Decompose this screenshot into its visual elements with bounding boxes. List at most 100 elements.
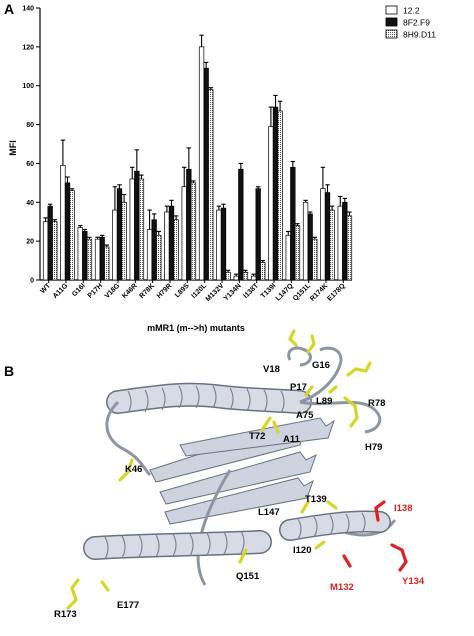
label-a75: A75 — [296, 410, 314, 421]
y-axis: 0 20 40 60 80 100 120 140 — [22, 6, 41, 285]
bar-8F2.F9-T139I — [272, 106, 279, 281]
x-tick-label: H79R — [156, 282, 174, 300]
beta-sheet — [149, 417, 335, 525]
label-a11: A11 — [283, 434, 301, 445]
x-tick-label: L89S — [174, 282, 191, 299]
bar-8F2.F9-P17H — [99, 236, 105, 281]
label-t72: T72 — [249, 431, 265, 442]
legend-swatch-8H9.D11 — [385, 29, 398, 39]
bar-12.2-T139I — [268, 126, 274, 281]
bar-chart: 0 20 40 60 80 100 120 140 WT A11G G16I P17H V18G K46… — [8, 6, 436, 334]
y-tick-label: 0 — [30, 278, 34, 285]
yellow-side-chains — [66, 329, 372, 610]
x-tick-label: R174K — [309, 282, 329, 302]
x-tick-label: Y134N — [223, 282, 243, 302]
bar-8H9.D11-I138T — [260, 262, 266, 281]
y-tick-label: 80 — [26, 122, 34, 129]
bar-8F2.F9-I120L — [203, 67, 209, 281]
bar-12.2-L89S — [181, 186, 187, 281]
bar-8F2.F9-L89S — [186, 168, 192, 281]
bar-8H9.D11-H79R — [173, 219, 179, 281]
label-y134: Y134 — [402, 576, 425, 587]
bar-12.2-G16I — [77, 227, 83, 281]
label-p17: P17 — [290, 382, 307, 393]
bar-8H9.D11-I120L — [208, 89, 214, 281]
bar-12.2-M132V — [216, 209, 222, 281]
x-tick-label: G16I — [71, 282, 87, 298]
x-axis-title: mMR1 (m-->h) mutants — [147, 323, 245, 333]
x-tick-label: V18G — [104, 282, 122, 300]
label-k46: K46 — [125, 464, 142, 475]
bar-8H9.D11-A11G — [69, 190, 75, 281]
legend-swatch-12.2 — [385, 5, 398, 15]
x-tick-label: E178Q — [326, 282, 347, 303]
bar-8H9.D11-WT — [52, 221, 58, 281]
bar-8F2.F9-Y134N — [238, 168, 244, 281]
bar-12.2-Q151L — [302, 201, 309, 281]
bar-8H9.D11-E178Q — [346, 215, 353, 281]
x-tick-label: WT — [39, 282, 52, 295]
residue-labels: V18 G16 P17 L89 R78 A75 T72 A11 H79 K46 … — [54, 360, 425, 620]
bar-8H9.D11-R78K — [156, 234, 162, 281]
y-axis-title: MFI — [8, 140, 18, 156]
bar-8H9.D11-Q151L — [312, 238, 318, 281]
helix-lower-left — [83, 530, 272, 560]
chart-legend: 12.2 8F2.F9 8H9.D11 — [385, 5, 436, 40]
label-e177: E177 — [117, 600, 139, 611]
y-tick-label: 140 — [22, 6, 34, 13]
bar-12.2-I120L — [198, 46, 205, 281]
label-r78: R78 — [368, 398, 385, 409]
bar-12.2-L147Q — [285, 234, 291, 281]
label-v18: V18 — [263, 364, 280, 375]
label-t139: T139 — [305, 494, 327, 505]
bar-8H9.D11-Y134N — [242, 271, 249, 281]
bar-8H9.D11-L89S — [190, 182, 197, 281]
bar-8F2.F9-K46R — [134, 170, 140, 281]
helix-lower-right — [279, 510, 391, 541]
bar-8F2.F9-L147Q — [290, 166, 296, 281]
bar-12.2-I138T — [250, 275, 257, 281]
legend-label-12.2: 12.2 — [403, 6, 420, 16]
helix-top — [106, 382, 312, 414]
bar-8F2.F9-A11G — [64, 182, 71, 281]
bar-12.2-E178Q — [337, 205, 343, 281]
bar-8F2.F9-Q151L — [307, 213, 313, 281]
label-l89: L89 — [316, 396, 332, 407]
bar-12.2-WT — [42, 221, 49, 281]
x-axis: WT A11G G16I P17H V18G K46R R78K H79R L89S I120LM… — [39, 279, 352, 303]
bar-8F2.F9-I138T — [255, 188, 261, 281]
x-tick-label: R78K — [138, 282, 156, 300]
bar-12.2-H79R — [164, 211, 170, 281]
bar-8F2.F9-M132V — [220, 207, 227, 281]
bar-8H9.D11-G16I — [86, 238, 93, 281]
bar-8F2.F9-WT — [47, 205, 53, 281]
bar-8F2.F9-G16I — [82, 231, 88, 281]
bar-12.2-R78K — [146, 229, 153, 281]
legend-label-8F2.F9: 8F2.F9 — [403, 18, 430, 28]
bar-8H9.D11-V18G — [121, 201, 127, 281]
x-tick-label: L147Q — [275, 282, 295, 302]
bar-8F2.F9-R174K — [324, 192, 331, 281]
y-tick-label: 60 — [26, 161, 34, 168]
bar-12.2-Y134N — [233, 275, 239, 281]
protein-structure-illustration: V18 G16 P17 L89 R78 A75 T72 A11 H79 K46 … — [54, 329, 425, 620]
label-m132: M132 — [330, 582, 354, 593]
bar-8F2.F9-R78K — [151, 219, 157, 281]
bar-12.2-P17H — [94, 238, 101, 281]
bar-8F2.F9-H79R — [168, 205, 175, 281]
red-side-chains — [342, 500, 408, 572]
bar-12.2-K46R — [129, 178, 135, 281]
y-tick-label: 120 — [22, 44, 34, 51]
x-tick-label: A11G — [52, 282, 70, 300]
y-tick-label: 20 — [26, 239, 34, 246]
bar-12.2-A11G — [60, 165, 66, 281]
label-h79: H79 — [365, 442, 382, 453]
y-tick-label: 40 — [26, 200, 34, 207]
label-g16: G16 — [312, 360, 330, 371]
label-l147: L147 — [258, 507, 280, 518]
x-tick-label: K46R — [121, 282, 139, 300]
bar-8F2.F9-V18G — [116, 188, 123, 281]
label-q151: Q151 — [236, 571, 260, 582]
label-i138: I138 — [394, 503, 413, 514]
